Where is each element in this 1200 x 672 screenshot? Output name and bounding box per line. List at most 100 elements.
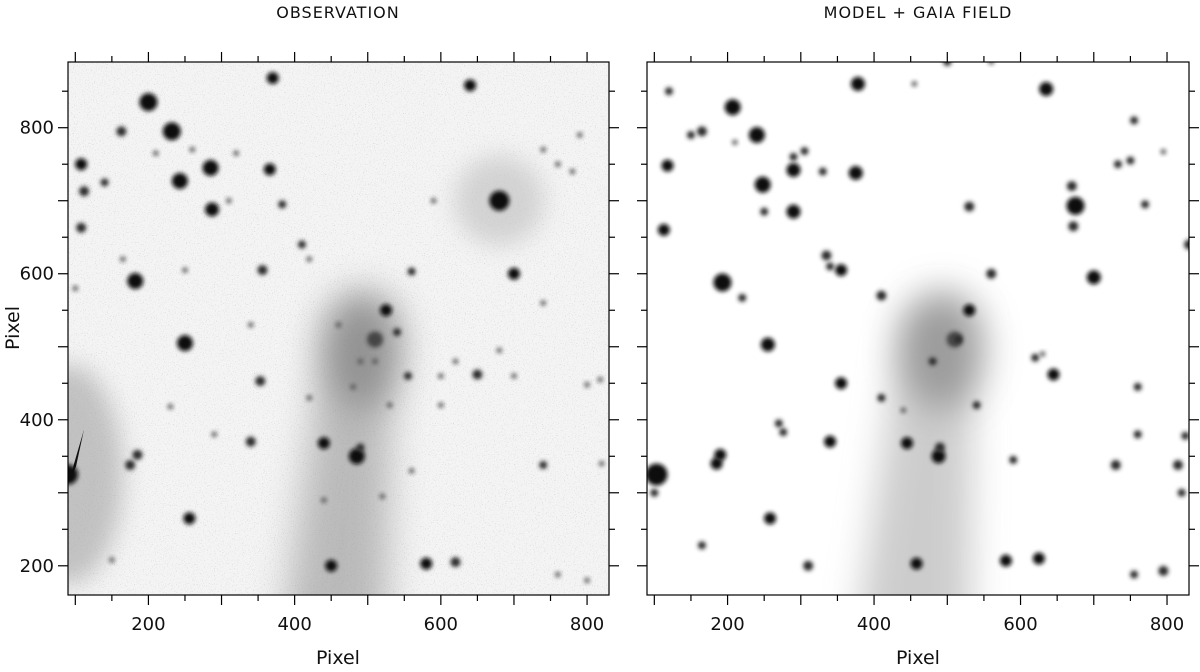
star (964, 201, 975, 212)
star (125, 460, 136, 471)
star (1160, 148, 1167, 155)
star (800, 147, 809, 156)
star (489, 190, 510, 211)
star (408, 467, 415, 474)
star (247, 321, 254, 328)
star (554, 161, 561, 168)
star (1177, 488, 1186, 497)
star (317, 437, 330, 450)
star (380, 304, 393, 317)
star (325, 559, 338, 572)
star (954, 335, 963, 344)
star (266, 72, 279, 85)
star (350, 383, 357, 390)
star (116, 126, 127, 137)
star (738, 293, 747, 302)
star (108, 556, 115, 563)
star (786, 163, 801, 178)
star (1066, 181, 1077, 192)
x-tick-label: 800 (1150, 614, 1184, 635)
star (848, 165, 863, 180)
observation-frame (67, 61, 610, 596)
star (257, 265, 268, 276)
star (1066, 196, 1085, 215)
star (464, 79, 477, 92)
star (1133, 382, 1142, 391)
star (569, 168, 576, 175)
star (392, 328, 401, 337)
star (664, 87, 673, 96)
model-title: MODEL + GAIA FIELD (824, 3, 1013, 22)
star (1181, 431, 1189, 440)
star (510, 372, 517, 379)
star (576, 132, 583, 139)
star (205, 202, 220, 217)
star (724, 99, 741, 116)
star (764, 512, 777, 525)
star (79, 186, 90, 197)
star (202, 159, 219, 176)
star (540, 299, 547, 306)
star (835, 377, 848, 390)
star (176, 335, 193, 352)
star (597, 376, 604, 383)
star (1031, 353, 1040, 362)
star (1126, 156, 1135, 165)
star (986, 268, 997, 279)
star (72, 285, 79, 292)
star (931, 449, 946, 464)
star (75, 158, 88, 171)
star (1086, 270, 1101, 285)
star (657, 223, 670, 236)
star (420, 557, 433, 570)
star (263, 163, 276, 176)
model-x-axis-label: Pixel (896, 647, 940, 669)
y-tick-label: 800 (20, 118, 54, 139)
star (988, 62, 995, 65)
star (507, 267, 520, 280)
star (943, 62, 952, 66)
star (356, 443, 365, 452)
star (255, 376, 266, 387)
star (132, 449, 143, 460)
y-tick-label: 400 (20, 410, 54, 431)
star (450, 557, 461, 568)
star (278, 200, 287, 209)
star (789, 152, 798, 161)
star (357, 358, 364, 365)
star (386, 402, 393, 409)
star (850, 76, 865, 91)
star (1130, 570, 1139, 579)
star (697, 541, 706, 550)
star (754, 176, 771, 193)
star (760, 337, 775, 352)
star (928, 357, 937, 366)
star (1184, 239, 1189, 250)
star (437, 372, 444, 379)
star (760, 207, 769, 216)
star (297, 240, 306, 249)
star (183, 512, 196, 525)
star (821, 250, 832, 261)
star (407, 267, 416, 276)
star (714, 448, 727, 461)
star (900, 407, 907, 414)
star (162, 122, 181, 141)
star (934, 442, 945, 453)
star (779, 428, 788, 437)
star (437, 402, 444, 409)
star (100, 178, 109, 187)
star (1110, 460, 1121, 471)
star (348, 448, 365, 465)
x-tick-label: 600 (424, 614, 458, 635)
star (1130, 116, 1139, 125)
star (803, 560, 814, 571)
star (877, 393, 886, 402)
star (826, 262, 835, 271)
star (696, 126, 707, 137)
star (1113, 160, 1122, 169)
star (584, 381, 591, 388)
bright-source-core (68, 464, 78, 485)
star (963, 304, 976, 317)
